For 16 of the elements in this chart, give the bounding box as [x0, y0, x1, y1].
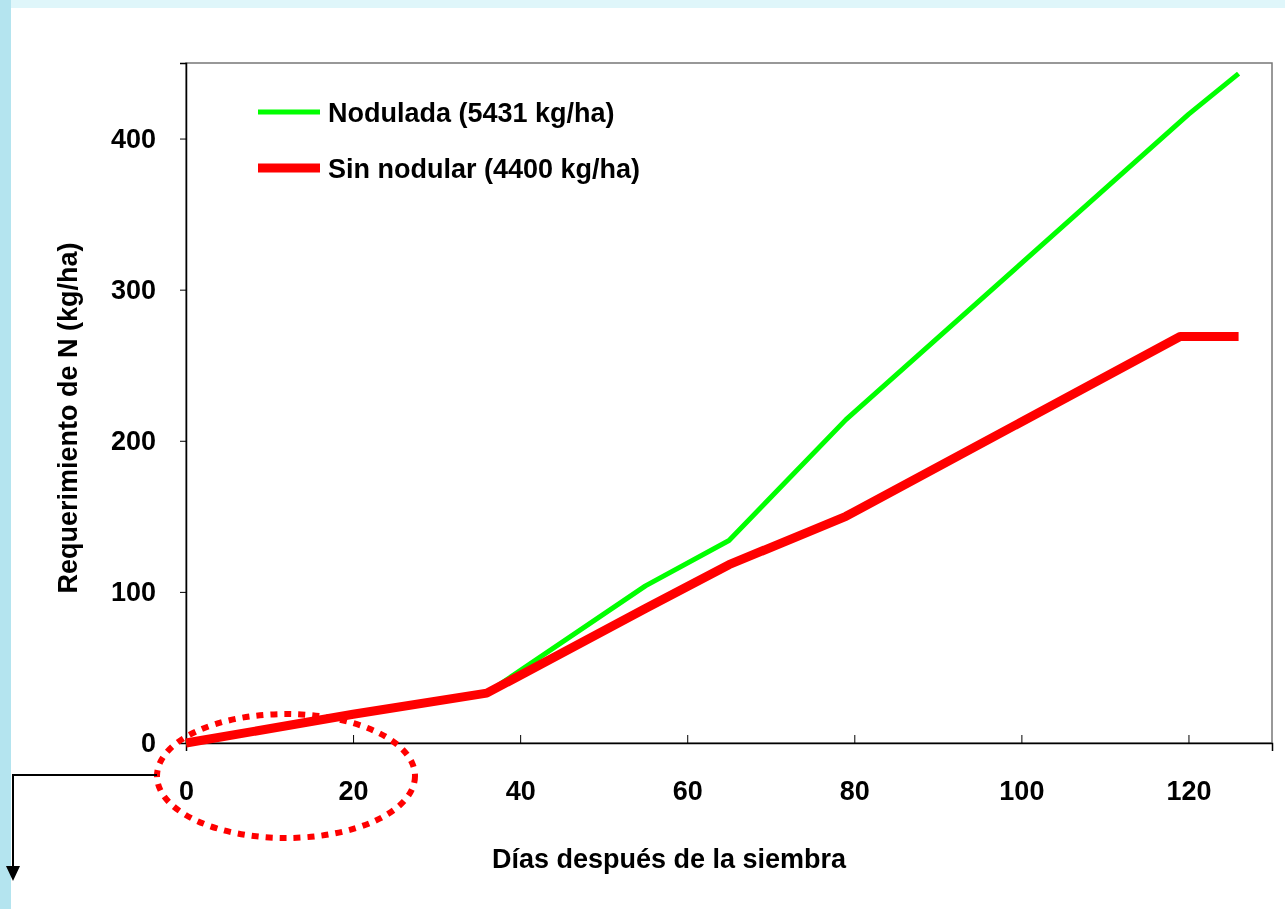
x-tick-label: 60	[672, 776, 703, 807]
x-tick-label: 20	[338, 776, 369, 807]
x-tick-label: 100	[999, 776, 1045, 807]
y-tick-label: 200	[110, 425, 156, 456]
y-tick-label: 0	[140, 728, 156, 759]
legend-label: Nodulada (5431 kg/ha)	[328, 98, 615, 128]
x-axis-title: Días después de la siembra	[491, 844, 848, 874]
x-tick-label: 0	[178, 776, 195, 807]
legend-label: Sin nodular (4400 kg/ha)	[328, 154, 641, 184]
x-tick-label: 80	[839, 776, 870, 807]
y-tick-label: 300	[110, 274, 156, 305]
x-tick-label: 40	[505, 776, 536, 807]
x-tick-label: 120	[1166, 776, 1212, 807]
y-tick-label: 100	[110, 577, 156, 608]
y-axis-title: Requerimiento de N (kg/ha)	[53, 242, 83, 594]
y-tick-label: 400	[110, 123, 156, 154]
